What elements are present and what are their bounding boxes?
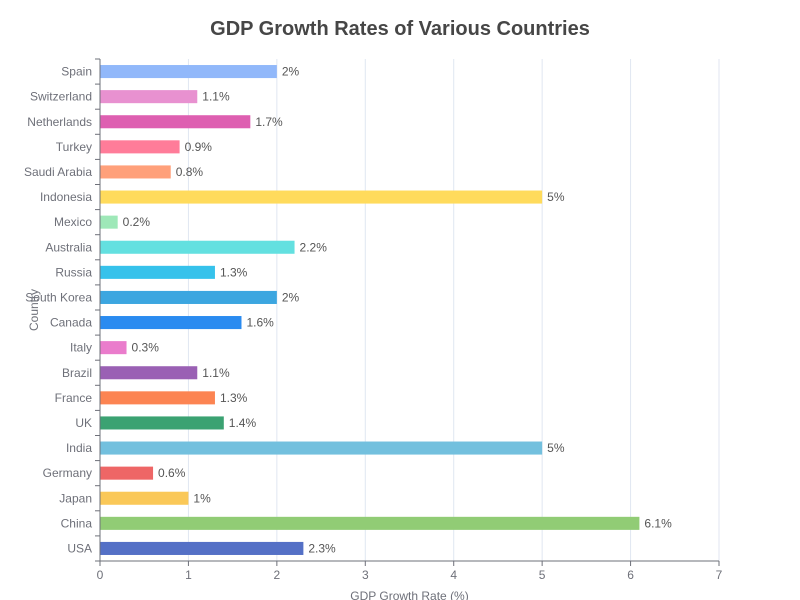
data-label: 1.1% [202, 90, 230, 104]
data-label: 1.3% [220, 265, 248, 279]
data-label: 0.3% [132, 341, 160, 355]
bar-usa [100, 541, 304, 555]
bar-spain [100, 65, 277, 79]
y-tick-label: Turkey [56, 140, 92, 154]
y-tick-label: India [66, 441, 92, 455]
data-label: 0.6% [158, 466, 186, 480]
data-label: 1% [193, 491, 211, 505]
data-label: 5% [547, 441, 565, 455]
bar-saudi-arabia [100, 165, 171, 179]
bar-netherlands [100, 115, 251, 129]
x-tick-label: 7 [716, 568, 723, 582]
data-label: 2% [282, 290, 300, 304]
data-label: 1.7% [255, 115, 283, 129]
bar-turkey [100, 140, 180, 154]
x-axis-title: GDP Growth Rate (%) [350, 589, 468, 600]
x-tick-label: 4 [450, 568, 457, 582]
data-label: 1.4% [229, 416, 257, 430]
bar-france [100, 391, 215, 405]
bar-mexico [100, 215, 118, 229]
y-tick-label: Brazil [62, 366, 92, 380]
y-tick-label: Canada [50, 316, 92, 330]
bar-italy [100, 341, 127, 355]
y-tick-label: South Korea [25, 290, 92, 304]
y-tick-label: China [61, 516, 93, 530]
x-tick-label: 2 [274, 568, 281, 582]
data-label: 1.1% [202, 366, 230, 380]
y-tick-label: France [55, 391, 93, 405]
bar-russia [100, 265, 215, 279]
bar-switzerland [100, 90, 198, 104]
y-tick-label: Saudi Arabia [24, 165, 92, 179]
y-tick-label: Spain [61, 65, 92, 79]
x-tick-label: 6 [627, 568, 634, 582]
bar-germany [100, 466, 154, 480]
y-tick-label: USA [67, 541, 92, 555]
x-tick-label: 3 [362, 568, 369, 582]
y-tick-label: Netherlands [27, 115, 92, 129]
y-tick-label: Italy [70, 341, 92, 355]
grid-lines [95, 58, 720, 566]
bar-uk [100, 416, 224, 430]
bar-australia [100, 240, 295, 254]
axes [99, 59, 719, 562]
data-label: 2% [282, 65, 300, 79]
y-tick-label: Switzerland [30, 90, 92, 104]
data-label: 1.6% [246, 316, 274, 330]
y-tick-label: Australia [45, 240, 92, 254]
x-tick-label: 1 [185, 568, 192, 582]
x-tick-label: 5 [539, 568, 546, 582]
bar-canada [100, 316, 242, 330]
x-tick-label: 0 [97, 568, 104, 582]
labels: 0 1 2 3 4 5 6 7 USA 2.3% China 6.1% Japan 1% Germany 0.… [24, 65, 723, 582]
y-axis-title: Country [27, 289, 41, 331]
data-label: 2.3% [308, 541, 336, 555]
data-label: 0.8% [176, 165, 204, 179]
y-tick-label: Russia [55, 265, 92, 279]
data-label: 1.3% [220, 391, 248, 405]
bar-india [100, 441, 543, 455]
data-label: 0.2% [123, 215, 151, 229]
bar-china [100, 516, 640, 530]
y-tick-label: Mexico [54, 215, 92, 229]
data-label: 6.1% [644, 516, 672, 530]
y-tick-label: Indonesia [40, 190, 92, 204]
data-label: 5% [547, 190, 565, 204]
y-tick-label: UK [75, 416, 92, 430]
chart-title: GDP Growth Rates of Various Countries [210, 18, 590, 40]
data-label: 2.2% [300, 240, 328, 254]
bars [100, 65, 640, 555]
data-label: 0.9% [185, 140, 213, 154]
bar-brazil [100, 366, 198, 380]
y-tick-label: Japan [59, 491, 92, 505]
bar-indonesia [100, 190, 543, 204]
bar-japan [100, 491, 189, 505]
bar-south-korea [100, 290, 277, 304]
y-tick-label: Germany [43, 466, 92, 480]
